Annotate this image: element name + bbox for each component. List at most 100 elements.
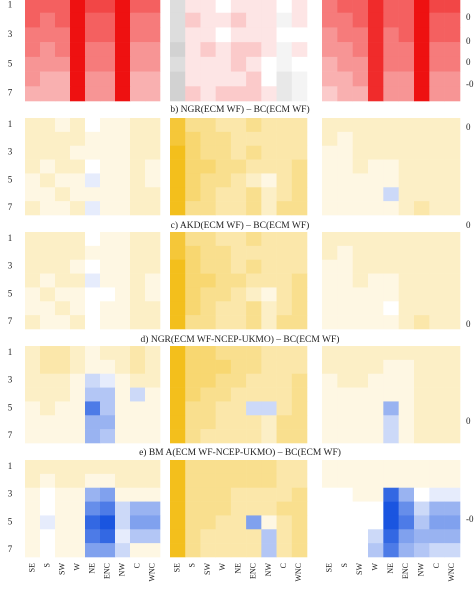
heat-cell (70, 287, 86, 302)
heat-cell (398, 71, 415, 87)
heat-cell (130, 401, 146, 416)
heat-cell (100, 315, 116, 330)
heat-cell (145, 245, 161, 261)
heat-cell (85, 373, 101, 388)
heat-cell (398, 259, 415, 274)
heat-cell (230, 145, 247, 160)
heat-cell (246, 201, 262, 216)
heat-cell (291, 529, 308, 544)
heat-cell (322, 259, 338, 274)
column-label: SW (203, 563, 212, 575)
heat-cell (25, 159, 41, 174)
heat-cell (276, 273, 293, 288)
heat-cell (261, 232, 277, 247)
heat-cell (215, 56, 232, 72)
heat-cell (40, 346, 56, 361)
heat-cell (40, 373, 56, 388)
heat-cell (337, 71, 353, 87)
heat-cell (85, 12, 101, 28)
column-label: W (218, 563, 227, 571)
heat-cell (429, 131, 445, 147)
heat-cell (444, 187, 461, 202)
heat-cell (170, 145, 186, 160)
heat-cell (85, 159, 101, 174)
heat-cell (115, 387, 131, 402)
heat-cell (145, 187, 161, 202)
heat-cell (115, 173, 131, 188)
heat-cell (145, 173, 161, 188)
heat-cell (85, 56, 101, 72)
heat-cell (368, 501, 384, 516)
heat-cell (215, 373, 232, 388)
heat-cell (25, 173, 41, 188)
heat-cell (100, 131, 116, 147)
heat-cell (200, 56, 216, 72)
heat-cell (337, 118, 353, 133)
heat-cell (276, 131, 293, 147)
heat-cell (40, 118, 56, 133)
heat-cell (185, 245, 201, 261)
panel-title: d) NGR(ECM WF-NCEP-UKMO) – BC(ECM WF) (141, 334, 340, 345)
heat-cell (100, 515, 116, 530)
heat-cell (414, 131, 430, 147)
heat-cell (25, 501, 41, 516)
heat-cell (70, 387, 86, 402)
heat-cell (414, 273, 430, 288)
heat-cell (230, 287, 247, 302)
heat-cell (25, 245, 41, 261)
heat-cell (130, 460, 146, 475)
heat-cell (145, 359, 161, 375)
heat-cell (100, 460, 116, 475)
heat-cell (215, 359, 232, 375)
heat-cell (55, 12, 71, 28)
heat-cell (276, 301, 293, 316)
heat-cell (291, 273, 308, 288)
column-label: SW (355, 563, 364, 575)
heat-cell (55, 0, 71, 14)
heat-cell (322, 287, 338, 302)
heat-cell (368, 487, 384, 502)
heat-cell (40, 187, 56, 202)
heat-cell (444, 515, 461, 530)
heat-cell (398, 529, 415, 544)
row-label: 5 (8, 174, 13, 184)
heat-cell (383, 515, 399, 530)
heat-cell (429, 501, 445, 516)
heat-cell (200, 131, 216, 147)
heat-cell (246, 401, 262, 416)
heat-cell (40, 173, 56, 188)
heat-cell (398, 173, 415, 188)
heat-cell (444, 287, 461, 302)
heat-cell (261, 145, 277, 160)
heat-cell (429, 232, 445, 247)
heat-cell (444, 42, 461, 58)
heat-cell (291, 287, 308, 302)
heat-cell (444, 259, 461, 274)
heat-cell (115, 259, 131, 274)
heat-cell (145, 487, 161, 502)
heat-cell (145, 415, 161, 430)
heat-cell (215, 201, 232, 216)
heat-cell (185, 460, 201, 475)
heat-cell (276, 529, 293, 544)
heat-cell (145, 346, 161, 361)
heat-cell (40, 387, 56, 402)
heat-cell (444, 415, 461, 430)
heat-cell (322, 415, 338, 430)
heat-cell (291, 460, 308, 475)
heat-cell (352, 0, 369, 14)
heat-cell (40, 131, 56, 147)
heat-cell (322, 42, 338, 58)
heat-cell (246, 301, 262, 316)
heat-cell (230, 0, 247, 14)
heat-cell (429, 86, 445, 102)
heat-cell (25, 131, 41, 147)
heat-cell (444, 373, 461, 388)
heat-cell (337, 301, 353, 316)
heat-cell (70, 86, 86, 102)
column-label: NW (117, 563, 126, 577)
heat-cell (55, 42, 71, 58)
heat-cell (429, 187, 445, 202)
heat-cell (398, 387, 415, 402)
heat-cell (398, 315, 415, 330)
